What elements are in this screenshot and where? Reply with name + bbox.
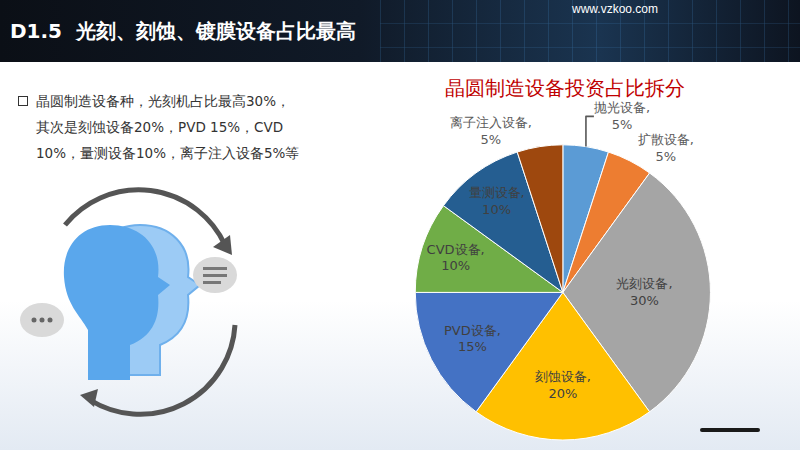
svg-text:光刻设备,30%: 光刻设备,30% [616,276,672,308]
svg-text:抛光设备,5%: 抛光设备,5% [594,100,650,132]
html-text:晶圆制造设备种，光刻机占比最高30%，: 晶圆制造设备种，光刻机占比最高30%， [36,93,290,109]
svg-text:离子注入设备,5%: 离子注入设备,5% [450,115,532,147]
html-text:其次是刻蚀设备20%，PVD 15%，CVD: 其次是刻蚀设备20%，PVD 15%，CVD [36,119,284,135]
html-text:D1.5 光刻、刻蚀、镀膜设备占比最高: D1.5 光刻、刻蚀、镀膜设备占比最高 [10,19,356,43]
svg-text:刻蚀设备,20%: 刻蚀设备,20% [535,369,591,401]
html-text:www.vzkoo.com: www.vzkoo.com [572,2,658,16]
svg-text:扩散设备,5%: 扩散设备,5% [638,132,694,164]
html-text:10%，量测设备10%，离子注入设备5%等: 10%，量测设备10%，离子注入设备5%等 [36,145,300,161]
svg-text:PVD设备,15%: PVD设备,15% [444,323,501,355]
svg-text:CVD设备,10%: CVD设备,10% [427,242,485,274]
svg-text:晶圆制造设备投资占比拆分: 晶圆制造设备投资占比拆分 [445,76,685,100]
svg-text:量测设备,10%: 量测设备,10% [469,185,525,217]
